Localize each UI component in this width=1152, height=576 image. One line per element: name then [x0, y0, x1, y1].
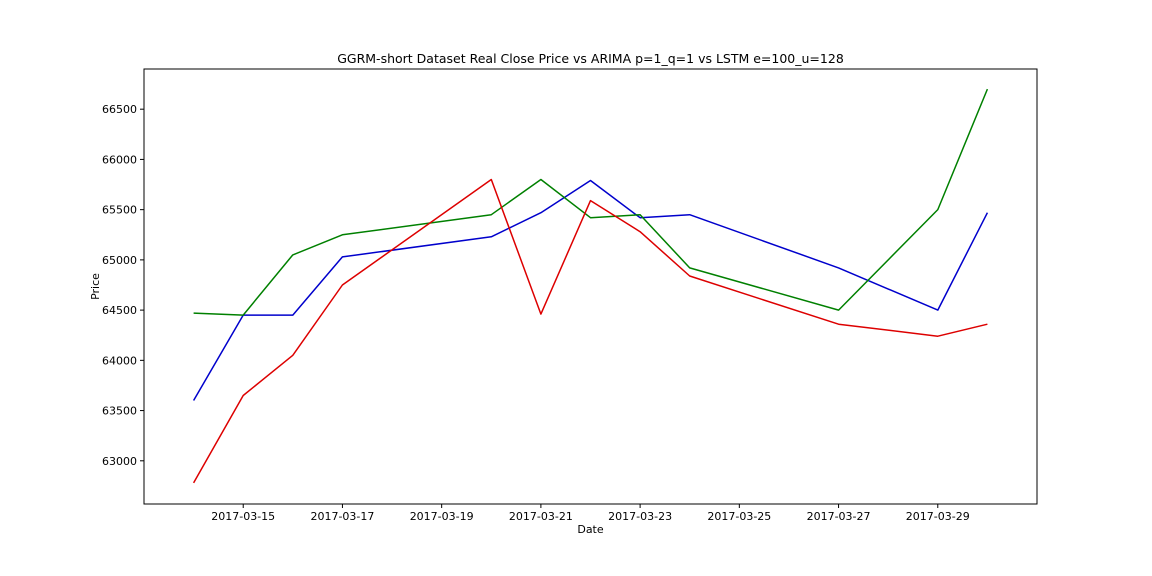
series-line-3 — [192, 178, 988, 484]
x-tick-label: 2017-03-23 — [608, 510, 672, 523]
x-tick-label: 2017-03-19 — [410, 510, 474, 523]
y-tick-label: 64000 — [102, 354, 137, 367]
x-axis: 2017-03-15 2017-03-17 2017-03-19 2017-03-21… — [211, 504, 970, 523]
y-tick-label: 63000 — [102, 455, 137, 468]
chart-title: GGRM-short Dataset Real Close Price vs A… — [337, 51, 844, 66]
x-tick-label: 2017-03-17 — [310, 510, 374, 523]
y-tick-label: 65000 — [102, 254, 137, 267]
y-tick-label: 66500 — [102, 103, 137, 116]
series-line-2 — [193, 88, 989, 316]
x-tick-label: 2017-03-15 — [211, 510, 275, 523]
series-line-1 — [192, 179, 989, 401]
x-tick-label: 2017-03-27 — [807, 510, 871, 523]
y-axis-label: Price — [89, 273, 102, 300]
y-tick-label: 64500 — [102, 304, 137, 317]
y-tick-label: 63500 — [102, 405, 137, 418]
x-axis-label: Date — [577, 523, 604, 536]
y-tick-label: 65500 — [102, 204, 137, 217]
x-tick-label: 2017-03-25 — [707, 510, 771, 523]
y-tick-label: 66000 — [102, 153, 137, 166]
series-layer — [192, 88, 989, 484]
y-axis: 63000 63500 64000 64500 65000 65500 66000 66500 — [102, 103, 144, 468]
x-tick-label: 2017-03-21 — [509, 510, 573, 523]
x-tick-label: 2017-03-29 — [906, 510, 970, 523]
plot-area-frame — [143, 68, 1038, 505]
